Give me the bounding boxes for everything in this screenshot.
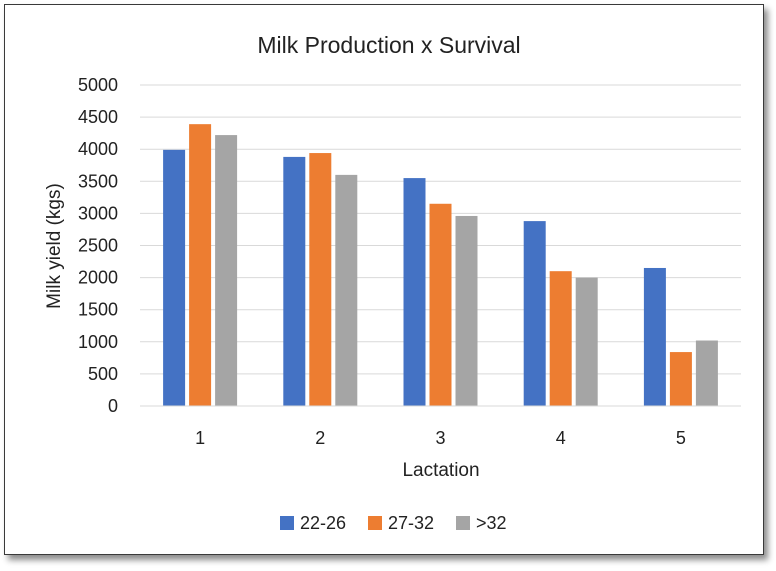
x-axis-ticks: 1 2 3 4 5 [195,428,686,448]
bar [429,203,452,406]
legend-label: 27-32 [388,513,434,533]
bars [163,124,718,407]
y-tick-label: 2500 [78,236,118,256]
bar [283,156,306,406]
bar [403,178,426,406]
legend-swatch [456,516,470,530]
chart-title: Milk Production x Survival [257,32,520,58]
bar [163,149,186,407]
bar [669,352,692,406]
y-axis-label: Milk yield (kgs) [44,183,65,309]
x-tick-label: 4 [556,428,566,448]
y-tick-label: 4500 [78,107,118,127]
legend-label: >32 [476,513,507,533]
y-tick-label: 3500 [78,171,118,191]
bar [523,221,546,406]
x-tick-label: 2 [315,428,325,448]
y-tick-label: 1000 [78,332,118,352]
x-axis-label: Lactation [402,460,479,481]
gridlines [140,84,741,375]
bar [575,277,598,406]
y-tick-label: 4000 [78,139,118,159]
bar [335,174,358,406]
bar [695,340,718,406]
y-tick-label: 1500 [78,300,118,320]
legend-swatch [368,516,382,530]
bar [549,271,572,406]
bar [643,267,666,406]
y-tick-label: 5000 [78,75,118,95]
bar [309,153,332,406]
y-axis-ticks: 0 500 1000 1500 2000 2500 3000 3500 4000 4500 5000 [78,75,118,416]
y-tick-label: 0 [108,396,118,416]
y-tick-label: 2000 [78,268,118,288]
bar [455,215,478,406]
chart-frame [4,4,764,555]
y-tick-label: 500 [88,364,118,384]
y-tick-label: 3000 [78,203,118,223]
legend: 22-26 27-32 >32 [280,513,507,533]
legend-label: 22-26 [300,513,346,533]
bar [189,124,212,407]
legend-swatch [280,516,294,530]
bar [215,135,238,407]
x-tick-label: 1 [195,428,205,448]
x-tick-label: 5 [676,428,686,448]
x-tick-label: 3 [435,428,445,448]
